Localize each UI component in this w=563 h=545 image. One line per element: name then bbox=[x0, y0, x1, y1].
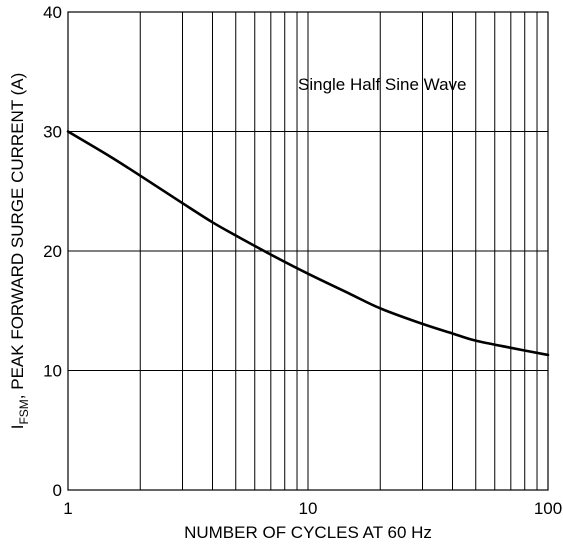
y-axis-title-subscript: FSM bbox=[17, 399, 31, 424]
x-tick-label-10: 10 bbox=[299, 499, 318, 518]
y-axis-title: IFSM, PEAK FORWARD SURGE CURRENT (A) bbox=[8, 73, 31, 430]
y-axis-title-text: , PEAK FORWARD SURGE CURRENT (A) bbox=[8, 73, 27, 400]
y-tick-label-0: 0 bbox=[53, 481, 62, 500]
y-tick-label-10: 10 bbox=[43, 362, 62, 381]
surge-current-curve bbox=[66, 130, 550, 357]
annotation-single-half-sine-wave: Single Half Sine Wave bbox=[298, 75, 467, 94]
tick-labels: 0 10 20 30 40 1 10 100 bbox=[43, 3, 562, 518]
y-tick-label-30: 30 bbox=[43, 123, 62, 142]
series-layer bbox=[66, 130, 550, 357]
plot-frame bbox=[67, 11, 549, 491]
x-axis-title: NUMBER OF CYCLES AT 60 Hz bbox=[184, 523, 432, 542]
y-axis-title-symbol: I bbox=[8, 425, 27, 430]
x-tick-label-100: 100 bbox=[534, 499, 562, 518]
y-tick-label-20: 20 bbox=[43, 242, 62, 261]
y-tick-label-40: 40 bbox=[43, 3, 62, 22]
grid bbox=[67, 11, 549, 491]
x-tick-label-1: 1 bbox=[63, 499, 72, 518]
